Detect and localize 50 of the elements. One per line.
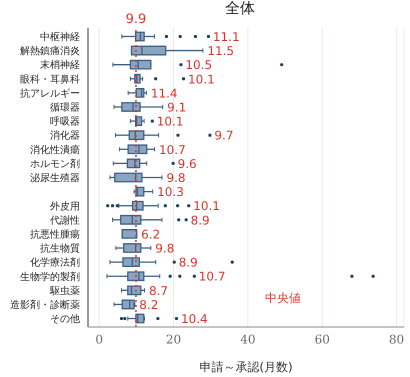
text: 8.2 [139, 298, 158, 312]
text: 9.8 [166, 171, 186, 185]
annotation: 中央値 [265, 290, 301, 307]
text: 8.9 [178, 256, 198, 270]
y-tick-label: 消化器 [50, 130, 80, 142]
ref-line-label: 9.9 [126, 12, 146, 27]
text: 10.7 [159, 142, 186, 157]
y-tick-label: 抗アレルギー [20, 87, 80, 100]
y-tick-label: 中枢神経 [40, 31, 80, 44]
y-tick-label: 生物学的製剤 [20, 270, 80, 283]
text: 8.7 [148, 284, 168, 298]
x-tick-label: 40 [240, 332, 256, 347]
text: 6.2 [141, 227, 160, 242]
text: 11.1 [212, 30, 240, 44]
x-tick-label: 20 [166, 332, 182, 347]
y-tick-label: 消化性潰瘍 [30, 144, 80, 156]
y-tick-label: その他 [50, 313, 80, 326]
text: 10.7 [198, 270, 226, 284]
x-tick-label: 0 [95, 332, 103, 347]
y-tick-label: 化学療法剤 [30, 256, 80, 269]
text: 10.1 [193, 199, 220, 214]
text: 10.5 [185, 58, 212, 72]
y-tick-label: 眼科・耳鼻科 [20, 73, 80, 86]
chart-title: 全体 [225, 0, 255, 17]
text: 8.9 [190, 213, 210, 228]
text: 10.4 [180, 312, 208, 326]
y-tick-label: ホルモン剤 [30, 158, 80, 170]
text: 10.3 [157, 185, 184, 200]
y-tick-label: 循環器 [50, 102, 80, 114]
y-tick-label: 造影剤・診断薬 [10, 298, 80, 311]
text: 11.5 [207, 44, 234, 58]
y-tick-label: 外皮用 [50, 200, 80, 212]
y-tick-label: 末梢神経 [40, 59, 80, 72]
text: 9.8 [155, 242, 174, 256]
text: 9.6 [178, 156, 197, 171]
x-tick-label: 80 [388, 332, 404, 347]
text: 10.1 [188, 72, 215, 86]
text: 9.1 [167, 100, 186, 114]
y-tick-label: 抗生物質 [40, 242, 80, 255]
y-tick-label: 抗悪性腫瘍 [30, 228, 80, 240]
y-tick-label: 泌尿生殖器 [30, 172, 80, 184]
y-tick-label: 代謝性 [49, 214, 80, 226]
x-tick-label: 60 [314, 332, 330, 347]
y-tick-label: 解熱鎮痛消炎 [20, 45, 80, 58]
x-axis-title: 申請～承認(月数) [199, 360, 293, 374]
y-tick-label: 呼吸器 [50, 116, 80, 128]
text: 9.7 [214, 128, 234, 143]
text: 10.1 [156, 114, 184, 129]
text: 11.4 [150, 86, 178, 100]
y-tick-label: 駆虫薬 [49, 284, 80, 297]
